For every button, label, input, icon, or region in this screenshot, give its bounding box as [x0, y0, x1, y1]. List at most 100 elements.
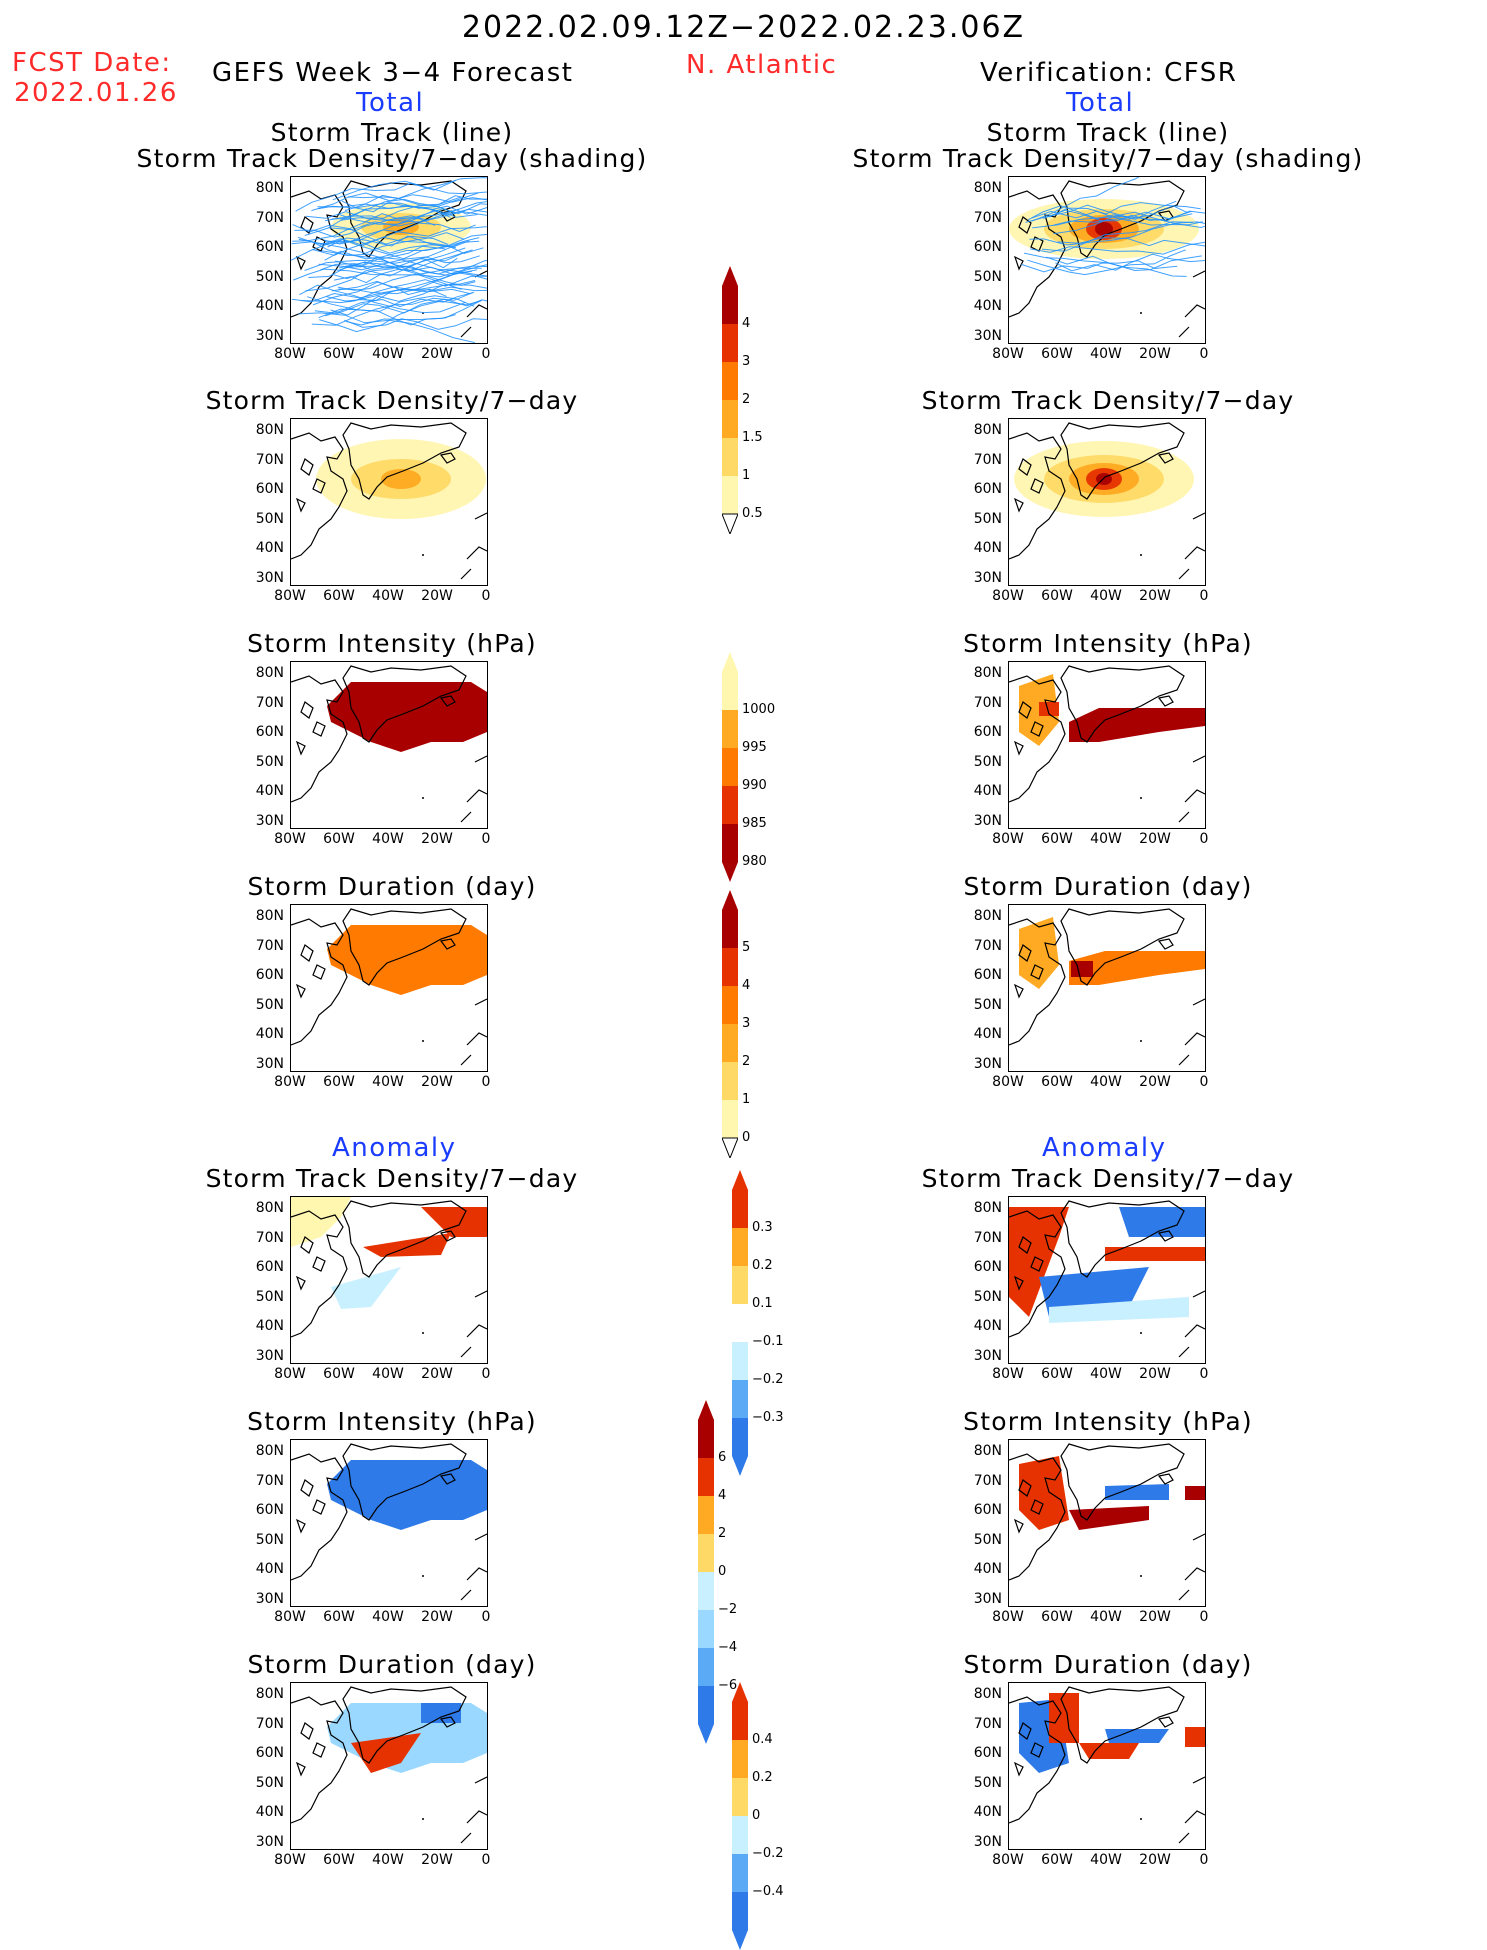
colorbar-tick-label: 4 [742, 316, 751, 331]
lat-tick-label: 30N [973, 327, 1002, 344]
lat-tick-label: 50N [973, 1288, 1002, 1305]
lon-tick-label: 40W [1090, 1609, 1122, 1625]
lat-tick-label: 40N [973, 783, 1002, 799]
lon-tick-label: 40W [372, 1609, 404, 1625]
lon-tick-label: 20W [421, 588, 453, 604]
right-column-title: Verification: CFSR [980, 58, 1238, 88]
colorbar-tick-label: 4 [718, 1488, 727, 1503]
panel-title: Storm Track (line) [986, 118, 1230, 147]
panel-title: Storm Track Density/7−day [205, 386, 579, 415]
lon-tick-label: 60W [323, 831, 355, 847]
lat-tick-label: 40N [973, 1026, 1002, 1042]
panel-title: Storm Track Density/7−day (shading) [136, 144, 648, 173]
panel-title: Storm Track Density/7−day (shading) [852, 144, 1364, 173]
density-anomaly-colorbar [732, 1170, 748, 1476]
lon-tick-label: 60W [323, 346, 355, 362]
colorbar-tick-label: 2 [742, 1054, 751, 1069]
colorbar-tick-label: 1.5 [742, 430, 763, 445]
lon-tick-label: 20W [1139, 1852, 1171, 1868]
lat-tick-label: 60N [255, 239, 284, 255]
lon-tick-label: 80W [274, 588, 306, 604]
lat-tick-label: 80N [973, 1200, 1002, 1216]
verification-map-2 [1008, 661, 1206, 829]
lon-tick-label: 60W [1041, 1852, 1073, 1868]
lat-tick-label: 70N [973, 937, 1002, 954]
lon-tick-label: 60W [323, 1366, 355, 1382]
lat-tick-label: 50N [973, 996, 1002, 1013]
lat-tick-label: 80N [255, 1200, 284, 1216]
lon-tick-label: 80W [274, 1074, 306, 1090]
colorbar-tick-label: −0.2 [752, 1372, 784, 1387]
fcst-date-value: 2022.01.26 [14, 78, 178, 108]
panel-title: Storm Duration (day) [963, 1650, 1253, 1679]
lon-tick-label: 80W [992, 1074, 1024, 1090]
lon-tick-label: 20W [421, 831, 453, 847]
colorbar-tick-label: 5 [742, 940, 751, 955]
lat-tick-label: 60N [255, 967, 284, 983]
region-title: N. Atlantic [686, 50, 838, 80]
lon-tick-label: 80W [992, 1852, 1024, 1868]
left-total-label: Total [356, 88, 425, 118]
lon-tick-label: 0 [481, 1609, 491, 1625]
lon-tick-label: 60W [323, 1074, 355, 1090]
colorbar-tick-label: 2 [742, 392, 751, 407]
lon-tick-label: 0 [481, 1366, 491, 1382]
panel-title: Storm Track Density/7−day [921, 1164, 1295, 1193]
lon-tick-label: 40W [1090, 1852, 1122, 1868]
lat-tick-label: 30N [973, 1590, 1002, 1607]
lon-tick-label: 40W [1090, 1074, 1122, 1090]
panel-title: Storm Track Density/7−day [205, 1164, 579, 1193]
lon-tick-label: 80W [992, 831, 1024, 847]
lat-tick-label: 80N [973, 180, 1002, 196]
lat-tick-label: 50N [255, 996, 284, 1013]
lon-tick-label: 60W [1041, 1366, 1073, 1382]
lat-tick-label: 80N [255, 908, 284, 924]
lon-tick-label: 0 [481, 346, 491, 362]
lat-tick-label: 60N [255, 1502, 284, 1518]
lat-tick-label: 60N [973, 967, 1002, 983]
lat-tick-label: 80N [255, 1686, 284, 1702]
colorbar-tick-label: 0.5 [742, 506, 763, 521]
lat-tick-label: 50N [255, 1531, 284, 1548]
colorbar-tick-label: 0.2 [752, 1258, 773, 1273]
right-anomaly-label: Anomaly [1042, 1133, 1167, 1163]
lat-tick-label: 50N [973, 1531, 1002, 1548]
panel-title: Storm Intensity (hPa) [247, 1407, 537, 1436]
lat-tick-label: 50N [973, 510, 1002, 527]
lat-tick-label: 80N [255, 180, 284, 196]
lat-tick-label: 70N [973, 1715, 1002, 1732]
lon-tick-label: 40W [372, 1852, 404, 1868]
colorbar-tick-label: 0 [752, 1808, 761, 1823]
lat-tick-label: 60N [973, 724, 1002, 740]
lon-tick-label: 60W [323, 588, 355, 604]
lat-tick-label: 80N [255, 1443, 284, 1459]
lon-tick-label: 40W [1090, 831, 1122, 847]
colorbar-tick-label: −0.3 [752, 1410, 784, 1425]
lat-tick-label: 30N [973, 812, 1002, 829]
verification-map-3 [1008, 904, 1206, 1072]
forecast-map-2 [290, 661, 488, 829]
colorbar-tick-label: 985 [742, 816, 767, 831]
colorbar-tick-label: −4 [718, 1640, 738, 1655]
lat-tick-label: 60N [973, 481, 1002, 497]
lon-tick-label: 0 [481, 1074, 491, 1090]
lat-tick-label: 50N [255, 268, 284, 285]
colorbar-tick-label: 980 [742, 854, 767, 869]
lat-tick-label: 80N [973, 908, 1002, 924]
forecast-map-4 [290, 1196, 488, 1364]
lon-tick-label: 0 [1199, 588, 1209, 604]
lon-tick-label: 0 [1199, 1609, 1209, 1625]
lat-tick-label: 40N [255, 1318, 284, 1334]
lon-tick-label: 40W [1090, 588, 1122, 604]
lon-tick-label: 60W [1041, 588, 1073, 604]
lat-tick-label: 70N [973, 1229, 1002, 1246]
lat-tick-label: 70N [255, 1472, 284, 1489]
lon-tick-label: 60W [323, 1609, 355, 1625]
panel-title: Storm Intensity (hPa) [247, 629, 537, 658]
colorbar-tick-label: 1 [742, 468, 751, 483]
colorbar-tick-label: 1 [742, 1092, 751, 1107]
colorbar-tick-label: 0.3 [752, 1220, 773, 1235]
colorbar-tick-label: 1000 [742, 702, 776, 717]
lat-tick-label: 70N [255, 937, 284, 954]
forecast-map-6 [290, 1682, 488, 1850]
